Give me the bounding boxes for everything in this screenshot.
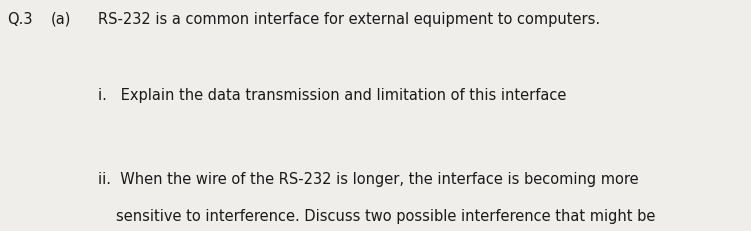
- Text: sensitive to interference. Discuss two possible interference that might be: sensitive to interference. Discuss two p…: [116, 208, 656, 223]
- Text: RS-232 is a common interface for external equipment to computers.: RS-232 is a common interface for externa…: [98, 12, 600, 27]
- Text: Q.3: Q.3: [8, 12, 33, 27]
- Text: (a): (a): [51, 12, 71, 27]
- Text: ii.  When the wire of the RS-232 is longer, the interface is becoming more: ii. When the wire of the RS-232 is longe…: [98, 171, 638, 186]
- Text: i.   Explain the data transmission and limitation of this interface: i. Explain the data transmission and lim…: [98, 88, 566, 103]
